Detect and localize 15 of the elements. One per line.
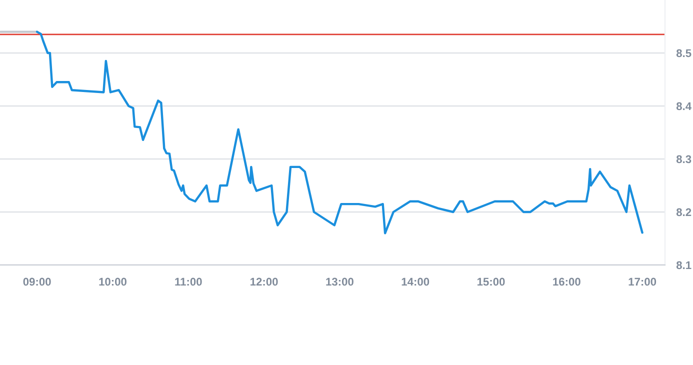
- y-tick-label: 8.3: [676, 155, 692, 164]
- x-tick-label: 17:00: [628, 278, 656, 286]
- x-tick-label: 14:00: [402, 278, 430, 286]
- y-tick-label: 8.2: [676, 208, 692, 216]
- y-tick-label: 8.5: [676, 49, 692, 58]
- x-tick-label: 15:00: [477, 278, 505, 286]
- x-tick-label: 11:00: [175, 278, 202, 286]
- y-tick-label: 8.1: [676, 261, 692, 270]
- x-tick-label: 09:00: [23, 278, 51, 286]
- x-tick-label: 12:00: [250, 278, 278, 286]
- x-tick-label: 10:00: [99, 278, 126, 286]
- y-tick-label: 8.4: [676, 102, 692, 110]
- x-tick-label: 16:00: [553, 278, 580, 286]
- x-tick-label: 13:00: [326, 278, 354, 286]
- line-series: [36, 30, 644, 234]
